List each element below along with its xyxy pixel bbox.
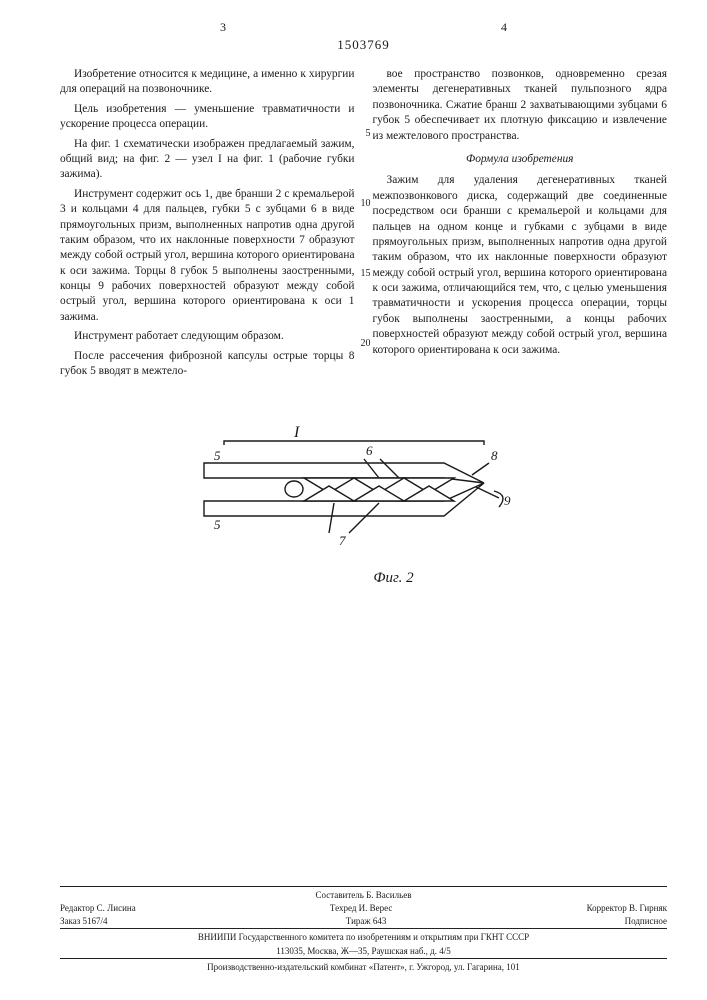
figure-2: I: [60, 423, 667, 587]
footer-org: ВНИИПИ Государственного комитета по изоб…: [60, 931, 667, 944]
page-num-left: 3: [220, 20, 226, 35]
figure-label-8: 8: [491, 448, 498, 463]
footer-editor: Редактор С. Лисина: [60, 903, 136, 914]
left-column: Изобретение относится к медицине, а имен…: [60, 67, 355, 383]
right-column: 5 10 15 20 вое пространство позвонков, о…: [373, 67, 668, 383]
line-number: 20: [359, 337, 371, 351]
line-number: 10: [359, 197, 371, 211]
para: Инструмент содержит ось 1, две бранши 2 …: [60, 187, 355, 326]
text-columns: Изобретение относится к медицине, а имен…: [60, 67, 667, 383]
para: вое пространство позвонков, одновременно…: [373, 67, 668, 144]
para: Изобретение относится к медицине, а имен…: [60, 67, 355, 98]
footer-order: Заказ 5167/4: [60, 916, 108, 927]
page-numbers: 3 4: [60, 20, 667, 35]
page-num-right: 4: [501, 20, 507, 35]
document-number: 1503769: [60, 37, 667, 53]
figure-label-7: 7: [339, 533, 346, 548]
figure-label-9: 9: [504, 493, 511, 508]
section-title: Формула изобретения: [373, 152, 668, 167]
figure-label-6: 6: [366, 443, 373, 458]
para: Зажим для удаления дегенеративных тканей…: [373, 173, 668, 358]
footer-corrector: Корректор В. Гирняк: [587, 903, 667, 914]
figure-caption: Фиг. 2: [120, 570, 667, 587]
para: Инструмент работает следующим образом.: [60, 329, 355, 344]
footer-sub: Подписное: [625, 916, 667, 927]
line-number: 5: [359, 127, 371, 141]
para: Цель изобретения — уменьшение травматичн…: [60, 102, 355, 133]
figure-label-I: I: [293, 424, 300, 441]
para: На фиг. 1 схематически изображен предлаг…: [60, 137, 355, 183]
footer: Составитель Б. Васильев Редактор С. Лиси…: [60, 886, 667, 975]
page: 3 4 1503769 Изобретение относится к меди…: [0, 0, 707, 587]
footer-compiler: Составитель Б. Васильев: [60, 889, 667, 902]
figure-svg: I: [184, 423, 544, 563]
figure-label-5: 5: [214, 448, 221, 463]
footer-tirazh: Тираж 643: [346, 916, 387, 927]
line-number: 15: [359, 267, 371, 281]
footer-prod: Производственно-издательский комбинат «П…: [60, 961, 667, 974]
para: После рассечения фиброзной капсулы остры…: [60, 349, 355, 380]
footer-addr: 113035, Москва, Ж—35, Раушская наб., д. …: [60, 945, 667, 958]
footer-tech: Техред И. Верес: [330, 903, 392, 914]
figure-label-5: 5: [214, 517, 221, 532]
